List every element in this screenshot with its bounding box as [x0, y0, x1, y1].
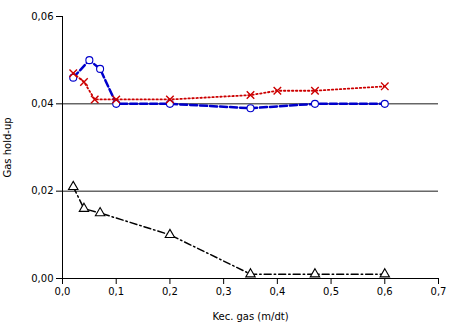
svg-text:0,06: 0,06 [31, 11, 53, 22]
svg-text:0,0: 0,0 [55, 286, 71, 297]
svg-text:0,00: 0,00 [31, 273, 53, 284]
svg-text:0,6: 0,6 [377, 286, 393, 297]
svg-text:0,3: 0,3 [216, 286, 232, 297]
svg-text:0,2: 0,2 [162, 286, 178, 297]
svg-text:Gas hold-up: Gas hold-up [2, 117, 13, 177]
svg-text:0,5: 0,5 [323, 286, 339, 297]
svg-text:0,02: 0,02 [31, 185, 53, 196]
svg-text:0,1: 0,1 [108, 286, 124, 297]
svg-text:0,4: 0,4 [269, 286, 285, 297]
svg-text:0,04: 0,04 [31, 98, 53, 109]
svg-text:0,7: 0,7 [431, 286, 447, 297]
svg-text:Kec. gas (m/dt): Kec. gas (m/dt) [212, 311, 288, 322]
